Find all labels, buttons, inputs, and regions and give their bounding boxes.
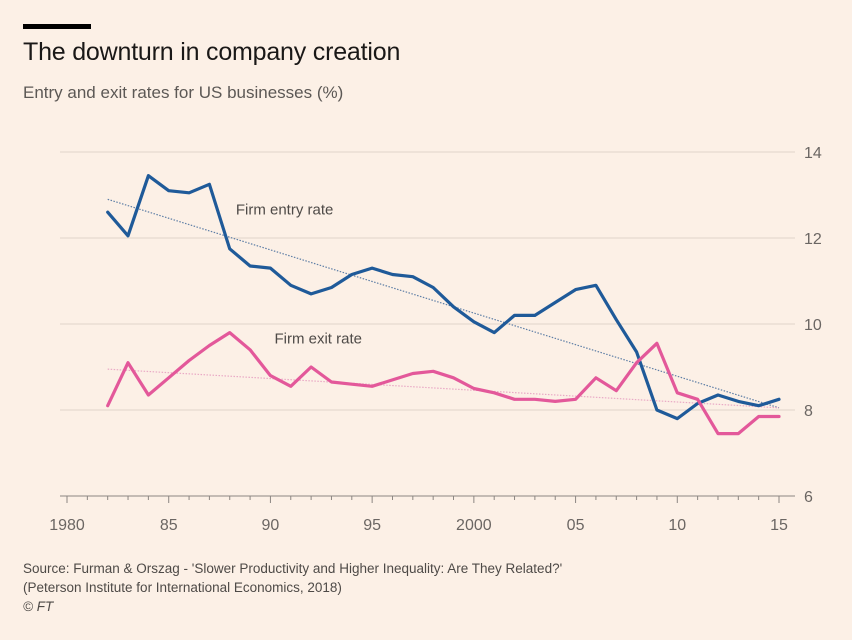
firm-entry-rate-label: Firm entry rate (236, 201, 334, 218)
series-labels: Firm entry rate Firm exit rate (236, 201, 362, 347)
ft-brand-bar (23, 24, 91, 29)
ft-credit: © FT (23, 599, 54, 614)
gridlines (60, 151, 795, 411)
x-tick-label: 1980 (49, 517, 85, 534)
firm-exit-rate-label: Firm exit rate (274, 330, 362, 347)
series-lines (106, 174, 781, 436)
chart-subtitle: Entry and exit rates for US businesses (… (23, 83, 344, 102)
x-tick-label: 85 (160, 517, 178, 534)
source-line-1: Source: Furman & Orszag - 'Slower Produc… (23, 561, 563, 576)
x-axis-ticks: 1980 85 90 95 2000 05 10 15 (49, 517, 788, 534)
trend-line-entry (107, 198, 780, 409)
trend-line-exit (107, 368, 780, 409)
firm-entry-rate-line (106, 174, 781, 421)
source-note: Source: Furman & Orszag - 'Slower Produc… (23, 559, 562, 616)
y-tick-label: 14 (804, 145, 822, 162)
x-tick-label: 05 (567, 517, 585, 534)
x-tick-label: 95 (363, 517, 381, 534)
x-tick-label: 2000 (456, 517, 492, 534)
y-tick-label: 10 (804, 317, 822, 334)
x-tick-label: 10 (668, 517, 686, 534)
y-tick-label: 6 (804, 489, 813, 506)
x-tick-label: 15 (770, 517, 788, 534)
firm-exit-rate-line (106, 331, 781, 436)
x-axis (60, 495, 795, 503)
trend-lines (107, 198, 780, 409)
y-axis-ticks: 6 8 10 12 14 (804, 145, 822, 506)
y-tick-label: 12 (804, 231, 822, 248)
y-tick-label: 8 (804, 403, 813, 420)
source-line-2: (Peterson Institute for International Ec… (23, 580, 342, 595)
chart-title: The downturn in company creation (23, 38, 401, 66)
x-tick-label: 90 (262, 517, 280, 534)
